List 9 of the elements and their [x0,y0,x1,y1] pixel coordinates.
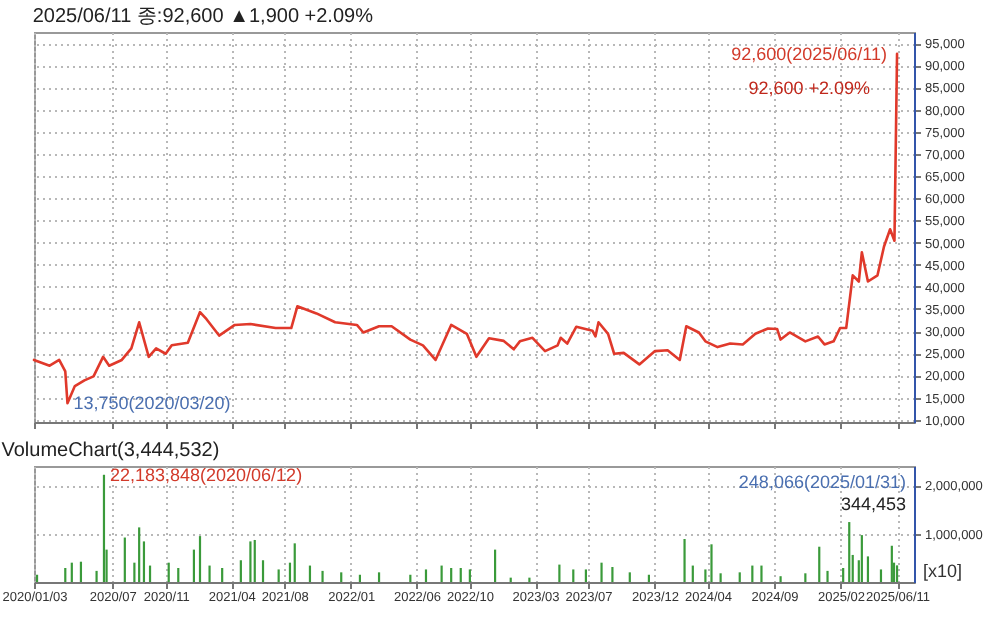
chart-title: VolumeChart(3,444,532) [1,440,220,462]
annotation: 92,600 +2.09% [748,78,870,98]
annotation: 344,453 [840,494,906,514]
y-axis-title: [x10] [923,561,963,581]
annotation: 13,750(2020/03/20) [73,393,231,414]
annotation: 248,066(2025/01/31) [738,472,906,492]
chart-title: 2025/06/11 종:92,600 ▲1,900 +2.09% [32,6,374,28]
annotation: 22,183,848(2020/06/12) [109,464,303,485]
annotation: 92,600(2025/06/11) [731,43,888,64]
